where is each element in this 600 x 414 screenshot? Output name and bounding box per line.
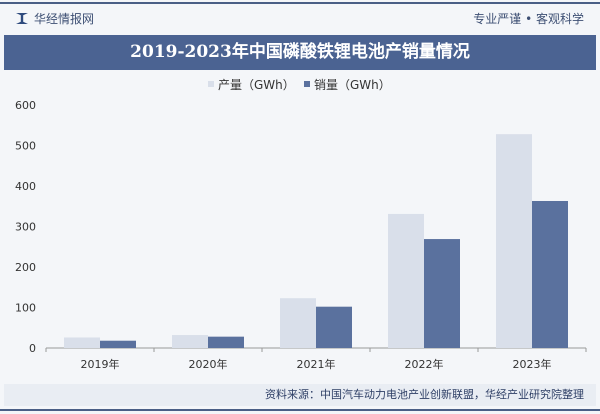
top-rule bbox=[0, 2, 600, 4]
bar-sales bbox=[100, 340, 136, 348]
legend-label: 产量（GWh） bbox=[218, 78, 295, 92]
y-tick-label: 0 bbox=[29, 342, 36, 355]
source-note: 资料来源：中国汽车动力电池产业创新联盟，华经产业研究院整理 bbox=[4, 384, 596, 406]
bar-sales bbox=[532, 200, 568, 348]
x-tick-label: 2021年 bbox=[297, 357, 336, 371]
bar-production bbox=[280, 298, 316, 348]
x-tick-label: 2022年 bbox=[405, 357, 444, 371]
y-tick-label: 200 bbox=[15, 261, 36, 274]
bar-sales bbox=[316, 306, 352, 348]
x-tick-label: 2019年 bbox=[81, 357, 120, 371]
brand: 华经情报网 bbox=[16, 10, 94, 27]
legend-label: 销量（GWh） bbox=[314, 78, 391, 92]
legend-swatch bbox=[304, 81, 310, 87]
bar-production bbox=[388, 213, 424, 348]
chart: 产量（GWh） 销量（GWh） 0 100 200 300 400 500 600 2019年 20… bbox=[15, 78, 587, 371]
bottom-rule bbox=[0, 409, 600, 411]
y-tick-label: 300 bbox=[15, 221, 36, 234]
bar-production bbox=[496, 134, 532, 348]
bar-production bbox=[172, 335, 208, 348]
x-tick-label: 2020年 bbox=[189, 357, 228, 371]
y-tick-label: 400 bbox=[15, 180, 36, 193]
legend-swatch bbox=[208, 81, 214, 87]
bar-production bbox=[64, 337, 100, 348]
chart-title: 2019-2023年中国磷酸铁锂电池产销量情况 bbox=[4, 35, 596, 70]
bar-sales bbox=[424, 239, 460, 348]
brand-name: 华经情报网 bbox=[34, 12, 95, 26]
brand-logo-icon bbox=[16, 13, 28, 24]
slogan: 专业严谨 • 客观科学 bbox=[473, 12, 584, 26]
y-tick-label: 600 bbox=[15, 99, 36, 112]
y-tick-label: 500 bbox=[15, 140, 36, 153]
y-tick-label: 100 bbox=[15, 302, 36, 315]
x-tick-label: 2023年 bbox=[513, 357, 552, 371]
bar-sales bbox=[208, 336, 244, 348]
